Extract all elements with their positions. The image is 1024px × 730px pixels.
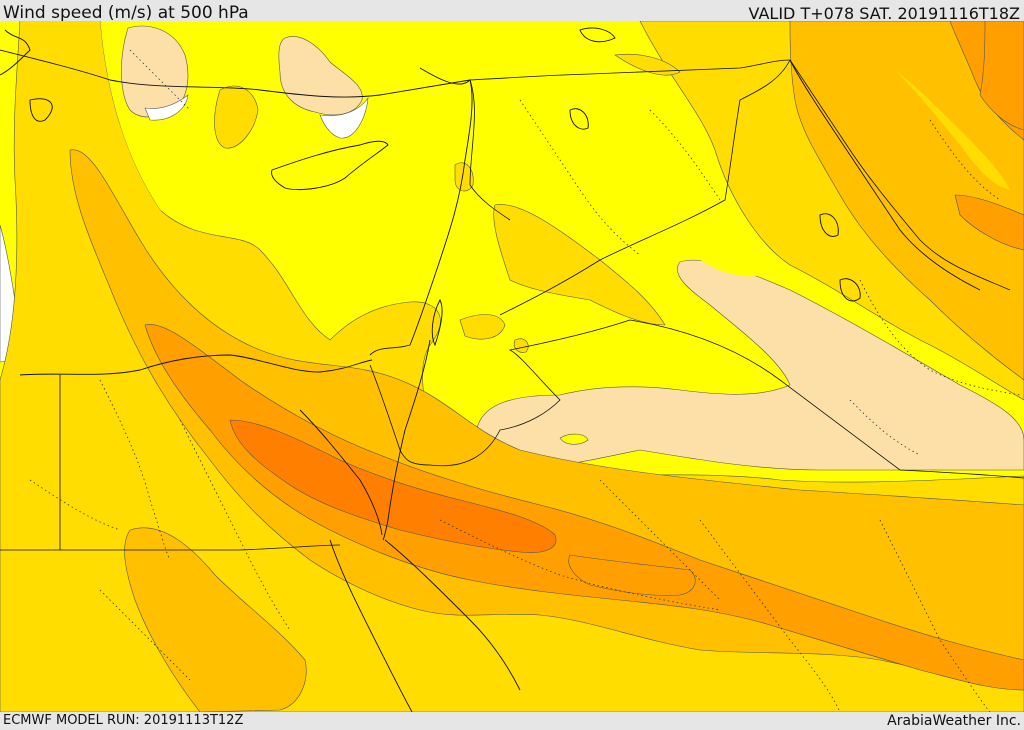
coast-cyprus (271, 140, 389, 190)
fill-gold-mid (493, 204, 666, 326)
coast-gulf (789, 59, 981, 291)
coast-egypt-north (19, 354, 373, 376)
model-run: ECMWF MODEL RUN: 20191113T12Z (3, 713, 244, 728)
coast-lake-2 (839, 278, 861, 302)
border-saudi-iraq (499, 59, 791, 316)
fill-gold-blob-1 (459, 314, 506, 340)
borders (0, 59, 1024, 551)
fill-orange-ne-2 (954, 194, 1024, 251)
coast-crete (29, 98, 53, 122)
border-syria-iraq (469, 79, 511, 221)
fill-white-small-2 (319, 96, 369, 139)
border-saudi-kuwait (629, 319, 1024, 479)
coast-red-sea-east (384, 539, 521, 691)
coast-red-sea-west (329, 539, 413, 712)
fill-gold-blob-3 (214, 85, 259, 149)
coast-lake-4 (579, 27, 616, 43)
coast-sinai-west (299, 409, 383, 536)
border-iraq-iran (789, 59, 1011, 291)
coast-lake-3 (569, 108, 589, 130)
border-egypt-sudan (0, 544, 341, 551)
fill-white-small-1 (144, 94, 189, 121)
fill-gold-blob-5 (614, 54, 681, 76)
map-svg (0, 21, 1024, 712)
coast-aegean (0, 29, 31, 76)
fill-yellow-east-notch (690, 239, 760, 277)
fill-gold-blob-2 (513, 338, 529, 353)
coast-sinai-east (382, 339, 431, 541)
fill-light-orange-sw (124, 527, 307, 712)
footer-bar: ECMWF MODEL RUN: 20191113T12Z ArabiaWeat… (0, 712, 1024, 729)
fill-gold-hole (20, 21, 255, 271)
fill-orange-main (144, 324, 1024, 691)
coast-caspian-lake (819, 213, 839, 237)
border-syria-turkey (469, 59, 791, 81)
coast-turkey (0, 49, 471, 98)
coast-dead-sea (431, 299, 443, 347)
fill-light-orange-ne-notch (895, 70, 1010, 190)
coastlines (0, 27, 981, 712)
map-title: Wind speed (m/s) at 500 hPa (3, 3, 249, 23)
wind-speed-map (0, 21, 1024, 712)
border-sinai (369, 364, 431, 466)
credit-label: ArabiaWeather Inc. (887, 713, 1021, 729)
internal-boundaries (29, 49, 1021, 712)
border-jordan-saudi (429, 319, 631, 467)
fill-light-orange-ne-1 (789, 21, 1024, 381)
valid-time: VALID T+078 SAT. 20191116T18Z (748, 4, 1020, 23)
fill-yellow-hole (559, 433, 589, 445)
fill-gold-blob-4 (454, 162, 474, 192)
header-bar: Wind speed (m/s) at 500 hPa VALID T+078 … (0, 0, 1024, 23)
fill-orange-ne-3 (979, 21, 1024, 131)
fill-orange-core-outline (568, 554, 696, 596)
